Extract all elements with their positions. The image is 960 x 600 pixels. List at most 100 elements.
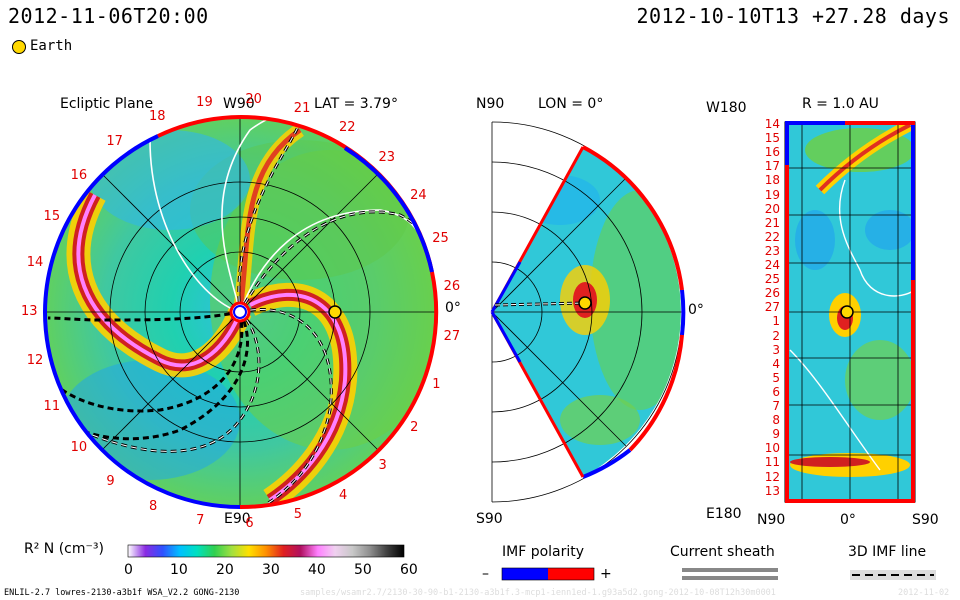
radial-y-label: 18: [764, 173, 780, 188]
ecliptic-sector-number: 18: [149, 109, 166, 125]
radial-y-label: 19: [764, 187, 780, 202]
earth-marker-icon: [12, 40, 26, 54]
radial-y-label: 7: [772, 399, 780, 413]
ecliptic-sector-number: 14: [26, 255, 44, 271]
model-info-footer: ENLIL-2.7 lowres-2130-a3b1f WSA_V2.2 GON…: [4, 588, 240, 598]
ecliptic-sector-number: 13: [21, 304, 38, 319]
ecliptic-title: Ecliptic Plane: [60, 96, 154, 112]
radial-y-label: 20: [764, 201, 780, 216]
ecliptic-sector-number: 1: [432, 376, 441, 392]
meridional-top-label: N90: [476, 96, 505, 112]
imf-minus-label: –: [482, 566, 489, 582]
earth-icon-ecliptic: [328, 305, 342, 319]
run-info: 2012-10-10T13 +27.28 days: [636, 4, 950, 28]
meridional-bottom-label: S90: [476, 511, 503, 527]
ecliptic-sector-number: 23: [378, 149, 396, 165]
ecliptic-sector-number: 5: [293, 507, 303, 523]
ecliptic-sector-number: 12: [26, 352, 44, 368]
radial-y-label: 25: [764, 272, 780, 287]
imf-plus-label: +: [600, 566, 612, 582]
radial-y-label: 16: [764, 145, 780, 160]
ecliptic-sector-number: 9: [106, 474, 115, 490]
radial-y-label: 23: [764, 243, 780, 258]
ecliptic-sector-number: 10: [70, 440, 88, 456]
ecliptic-sector-number: 11: [43, 399, 61, 415]
current-sheath-title: Current sheath: [670, 544, 775, 560]
ecliptic-sector-number: 25: [432, 231, 449, 247]
ecliptic-sector-number: 24: [410, 187, 427, 203]
ecliptic-sector-number: 3: [378, 458, 387, 474]
ecliptic-sector-number: 17: [106, 133, 123, 149]
radial-y-label: 14: [764, 117, 780, 131]
radial-x-label-s90: S90: [912, 512, 939, 528]
ecliptic-sector-number: 27: [443, 328, 461, 344]
radial-y-label: 15: [764, 131, 780, 146]
meridional-lon-label: LON = 0°: [538, 96, 604, 112]
ecliptic-right-label: 0°: [445, 300, 461, 316]
radial-y-label: 26: [764, 286, 780, 301]
earth-icon-meridional: [578, 296, 592, 310]
density-colorbar: [127, 544, 405, 558]
radial-y-label: 9: [772, 427, 780, 442]
radial-top-label: W180: [706, 100, 747, 116]
ecliptic-sector-number: 6: [245, 515, 254, 531]
radial-y-label: 11: [764, 455, 780, 470]
ecliptic-sector-number: 2: [410, 420, 419, 436]
ecliptic-sector-number: 4: [339, 487, 348, 503]
imf-polarity-title: IMF polarity: [502, 544, 585, 560]
ecliptic-sector-number: 8: [149, 498, 158, 514]
radial-y-label: 13: [764, 483, 780, 498]
colorbar-tick: 20: [216, 562, 234, 578]
ecliptic-sector-number: 7: [196, 512, 205, 528]
ecliptic-sector-number: 22: [339, 120, 356, 136]
colorbar-tick: 40: [308, 562, 326, 578]
radial-y-label: 24: [764, 258, 780, 272]
ecliptic-top-label: W90: [223, 96, 255, 112]
colorbar-tick: 50: [354, 562, 372, 578]
radial-y-label: 8: [772, 413, 780, 428]
model-date-footer: 2012-11-02: [898, 588, 950, 598]
ecliptic-sector-number: 16: [70, 167, 88, 183]
colorbar-tick: 10: [170, 562, 188, 578]
radial-y-label: 17: [764, 159, 780, 174]
earth-icon-radial: [840, 305, 854, 319]
radial-y-label: 1: [772, 314, 780, 329]
radial-y-label: 22: [764, 229, 780, 244]
radial-y-label: 21: [764, 215, 780, 230]
radial-y-label: 10: [764, 441, 780, 456]
ecliptic-sector-number: 15: [43, 208, 61, 224]
meridional-right-label: 0°: [688, 302, 704, 318]
radial-r-label: R = 1.0 AU: [802, 96, 879, 112]
current-sheath-legend: [682, 568, 778, 580]
radial-panel: [784, 121, 916, 503]
radial-y-label: 6: [772, 384, 780, 399]
ecliptic-sector-number: 19: [196, 95, 213, 111]
ecliptic-sector-number: 20: [245, 92, 262, 108]
ecliptic-bottom-label: E90: [224, 511, 251, 527]
colorbar-tick: 60: [400, 562, 418, 578]
meridional-panel: [490, 121, 686, 503]
ecliptic-lat-label: LAT = 3.79°: [314, 96, 398, 112]
radial-x-label-n90: N90: [757, 512, 786, 528]
ecliptic-sector-number: 26: [443, 279, 461, 295]
radial-y-label: 3: [772, 342, 780, 357]
timestamp: 2012-11-06T20:00: [8, 4, 209, 28]
earth-legend-label: Earth: [30, 38, 73, 54]
imf-polarity-legend: [501, 567, 595, 581]
ecliptic-sector-number: 21: [293, 100, 311, 116]
radial-y-label: 2: [772, 328, 780, 343]
radial-y-label: 27: [764, 300, 780, 315]
imf-3d-line-title: 3D IMF line: [848, 544, 927, 560]
radial-bottom-label: E180: [706, 506, 742, 522]
ecliptic-plane-panel: [43, 114, 439, 510]
radial-y-label: 5: [772, 370, 780, 385]
radial-x-label-0: 0°: [840, 512, 856, 528]
colorbar-tick: 30: [262, 562, 280, 578]
colorbar-tick: 0: [124, 562, 133, 578]
imf-3d-line-legend: [850, 570, 936, 580]
colorbar-label: R² N (cm⁻³): [24, 541, 104, 557]
radial-y-label: 4: [772, 356, 780, 371]
model-path-footer: samples/wsamr2.7/2130-30-90-b1-2130-a3b1…: [300, 588, 776, 598]
radial-y-label: 12: [764, 469, 780, 484]
